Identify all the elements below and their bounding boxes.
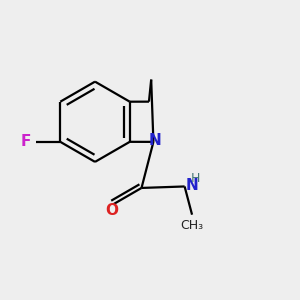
Text: N: N <box>148 133 161 148</box>
Text: O: O <box>105 203 118 218</box>
Text: F: F <box>21 134 31 149</box>
Text: N: N <box>186 178 199 193</box>
Text: CH₃: CH₃ <box>181 220 204 232</box>
Text: H: H <box>190 172 200 184</box>
